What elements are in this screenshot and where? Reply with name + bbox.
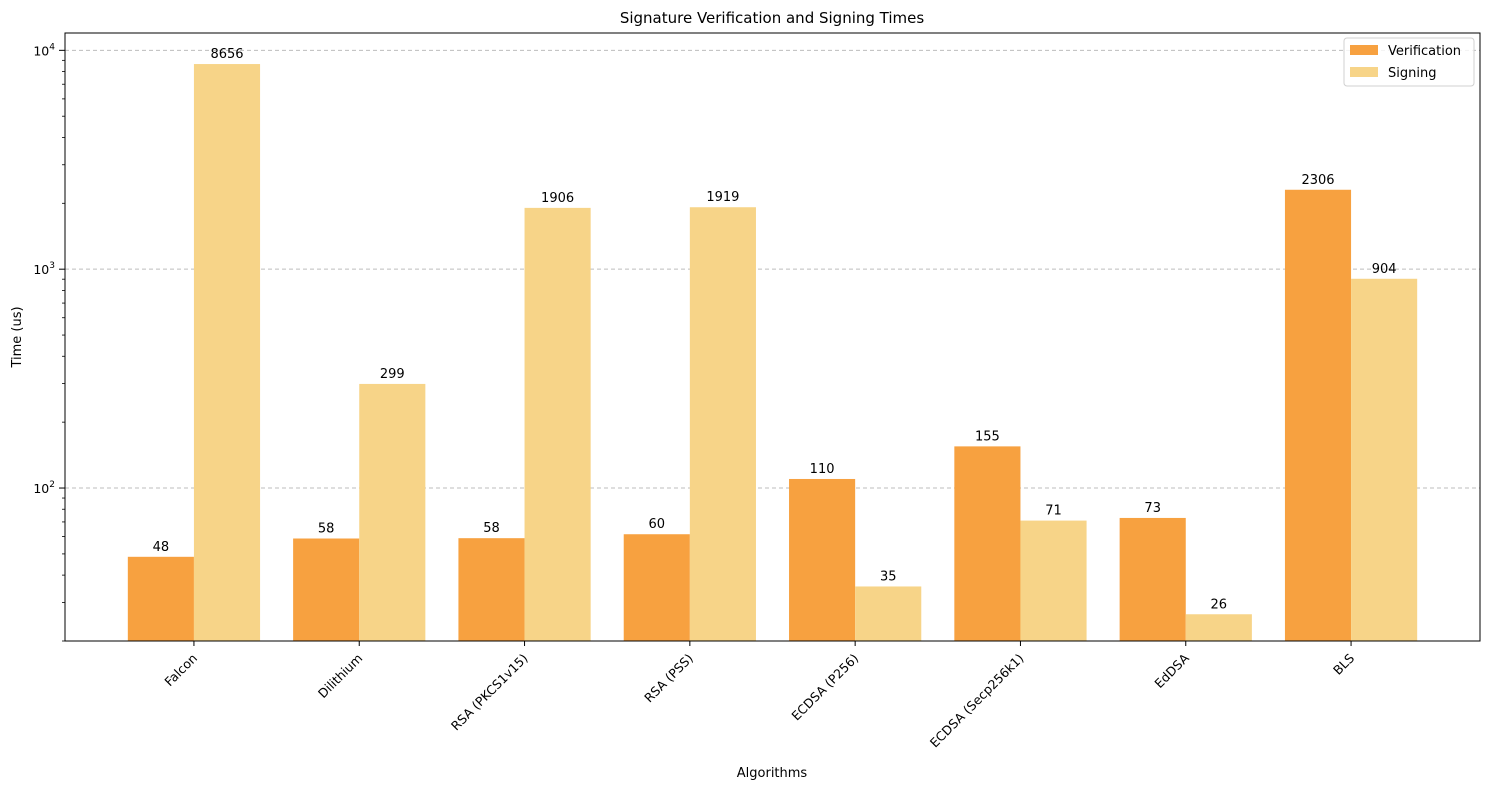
x-tick-label: Falcon (161, 651, 200, 690)
bar-signing-6 (1185, 614, 1252, 641)
x-tick-label: ECDSA (Secp256k1) (927, 651, 1027, 751)
x-axis-label: Algorithms (737, 766, 808, 781)
data-label-signing-2: 1906 (541, 191, 574, 206)
legend-swatch-verification (1350, 45, 1378, 55)
data-label-signing-6: 26 (1211, 597, 1228, 612)
bar-signing-0 (193, 64, 261, 642)
bar-signing-4 (855, 586, 922, 641)
bar-verification-6 (1119, 517, 1186, 641)
data-label-verification-2: 58 (483, 521, 500, 536)
data-label-signing-0: 8656 (210, 47, 243, 62)
x-axis: Falcon Dilithium RSA (PKCS1v15) RSA (PSS) EC… (161, 641, 1357, 750)
y-tick-label-base: 10 (33, 262, 49, 277)
data-label-verification-5: 155 (975, 429, 1000, 444)
y-axis-label: Time (us) (10, 306, 25, 368)
bar-signing-5 (1020, 520, 1087, 641)
bar-signing-7 (1351, 278, 1418, 641)
bar-verification-0 (127, 556, 194, 641)
bar-signing-3 (689, 207, 756, 641)
data-label-verification-4: 110 (810, 462, 835, 477)
y-tick-label-base: 10 (33, 43, 49, 58)
y-tick-label-exponent: 2 (49, 480, 55, 490)
bar-verification-2 (458, 538, 525, 641)
data-label-signing-5: 71 (1045, 504, 1062, 519)
y-tick-label-base: 10 (33, 481, 49, 496)
data-label-signing-4: 35 (880, 569, 897, 584)
data-label-signing-1: 299 (380, 367, 405, 382)
legend-label-signing: Signing (1388, 66, 1436, 81)
plot-frame (64, 32, 1481, 642)
chart-title: Signature Verification and Signing Times (620, 9, 925, 27)
bar-verification-7 (1284, 189, 1352, 642)
bar-signing-2 (524, 207, 591, 641)
gridlines (65, 49, 1480, 489)
x-tick-label: ECDSA (P256) (788, 651, 861, 724)
x-tick-label: RSA (PKCS1v15) (448, 651, 531, 734)
legend-swatch-signing (1350, 67, 1378, 77)
bar-verification-1 (293, 538, 360, 641)
x-tick-label: Dilithium (315, 651, 366, 702)
bars (127, 64, 1418, 642)
y-tick-label: 102 (33, 480, 55, 496)
data-labels: 48 8656 58 299 58 1906 60 1919 110 35 155 71 73 26 230… (153, 47, 1397, 612)
x-tick-label: EdDSA (1151, 650, 1192, 691)
y-tick-label: 104 (33, 42, 55, 58)
data-label-signing-3: 1919 (706, 190, 739, 205)
bar-verification-5 (954, 446, 1021, 641)
data-label-verification-0: 48 (153, 540, 170, 555)
bar-signing-1 (359, 383, 426, 641)
data-label-verification-1: 58 (318, 522, 335, 537)
y-tick-label-exponent: 4 (49, 42, 55, 52)
x-tick-label: RSA (PSS) (641, 651, 696, 706)
data-label-verification-6: 73 (1144, 501, 1161, 516)
data-label-verification-3: 60 (649, 517, 666, 532)
data-label-verification-7: 2306 (1301, 173, 1334, 188)
data-label-signing-7: 904 (1372, 262, 1397, 277)
y-tick-label-exponent: 3 (49, 261, 55, 271)
legend-label-verification: Verification (1388, 44, 1461, 59)
legend: Verification Signing (1343, 37, 1475, 87)
bar-verification-4 (789, 478, 856, 641)
x-tick-label: BLS (1330, 650, 1357, 677)
bar-verification-3 (623, 534, 690, 641)
y-tick-label: 103 (33, 261, 55, 277)
